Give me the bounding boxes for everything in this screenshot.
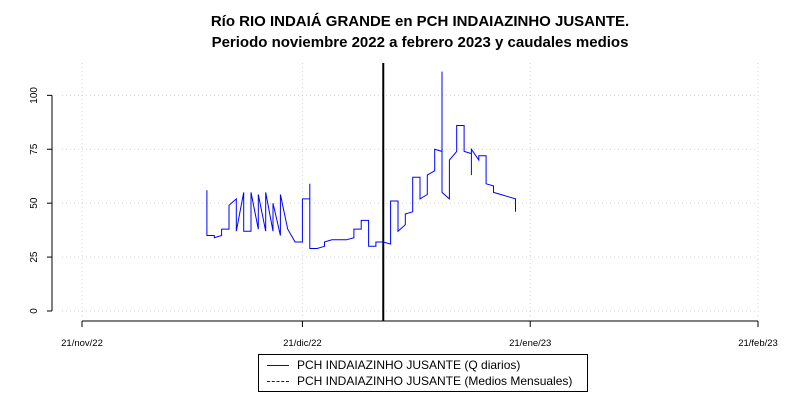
- y-tick-label: 100: [29, 87, 40, 104]
- chart-subtitle: Periodo noviembre 2022 a febrero 2023 y …: [211, 34, 629, 51]
- series-line-0: [206, 71, 516, 249]
- y-tick-label: 25: [29, 251, 40, 263]
- legend-label-daily: PCH INDAIAZINHO JUSANTE (Q diarios): [297, 358, 521, 372]
- legend-item-monthly: PCH INDAIAZINHO JUSANTE (Medios Mensuale…: [259, 374, 587, 390]
- legend-label-monthly: PCH INDAIAZINHO JUSANTE (Medios Mensuale…: [297, 374, 573, 388]
- legend-swatch-solid: [267, 365, 289, 366]
- x-tick-label: 21/dic/22: [283, 338, 322, 349]
- legend-swatch-dashed: [267, 381, 289, 382]
- chart-title: Río RIO INDAIÁ GRANDE en PCH INDAIAZINHO…: [210, 13, 630, 30]
- y-tick-label: 50: [29, 197, 40, 209]
- x-tick-label: 21/feb/23: [738, 338, 778, 349]
- chart-legend: PCH INDAIAZINHO JUSANTE (Q diarios) PCH …: [258, 354, 588, 392]
- y-tick-label: 75: [29, 143, 40, 155]
- x-tick-label: 21/ene/23: [509, 338, 551, 349]
- x-tick-label: 21/nov/22: [61, 338, 103, 349]
- y-tick-label: 0: [29, 308, 40, 314]
- legend-item-daily: PCH INDAIAZINHO JUSANTE (Q diarios): [259, 358, 587, 374]
